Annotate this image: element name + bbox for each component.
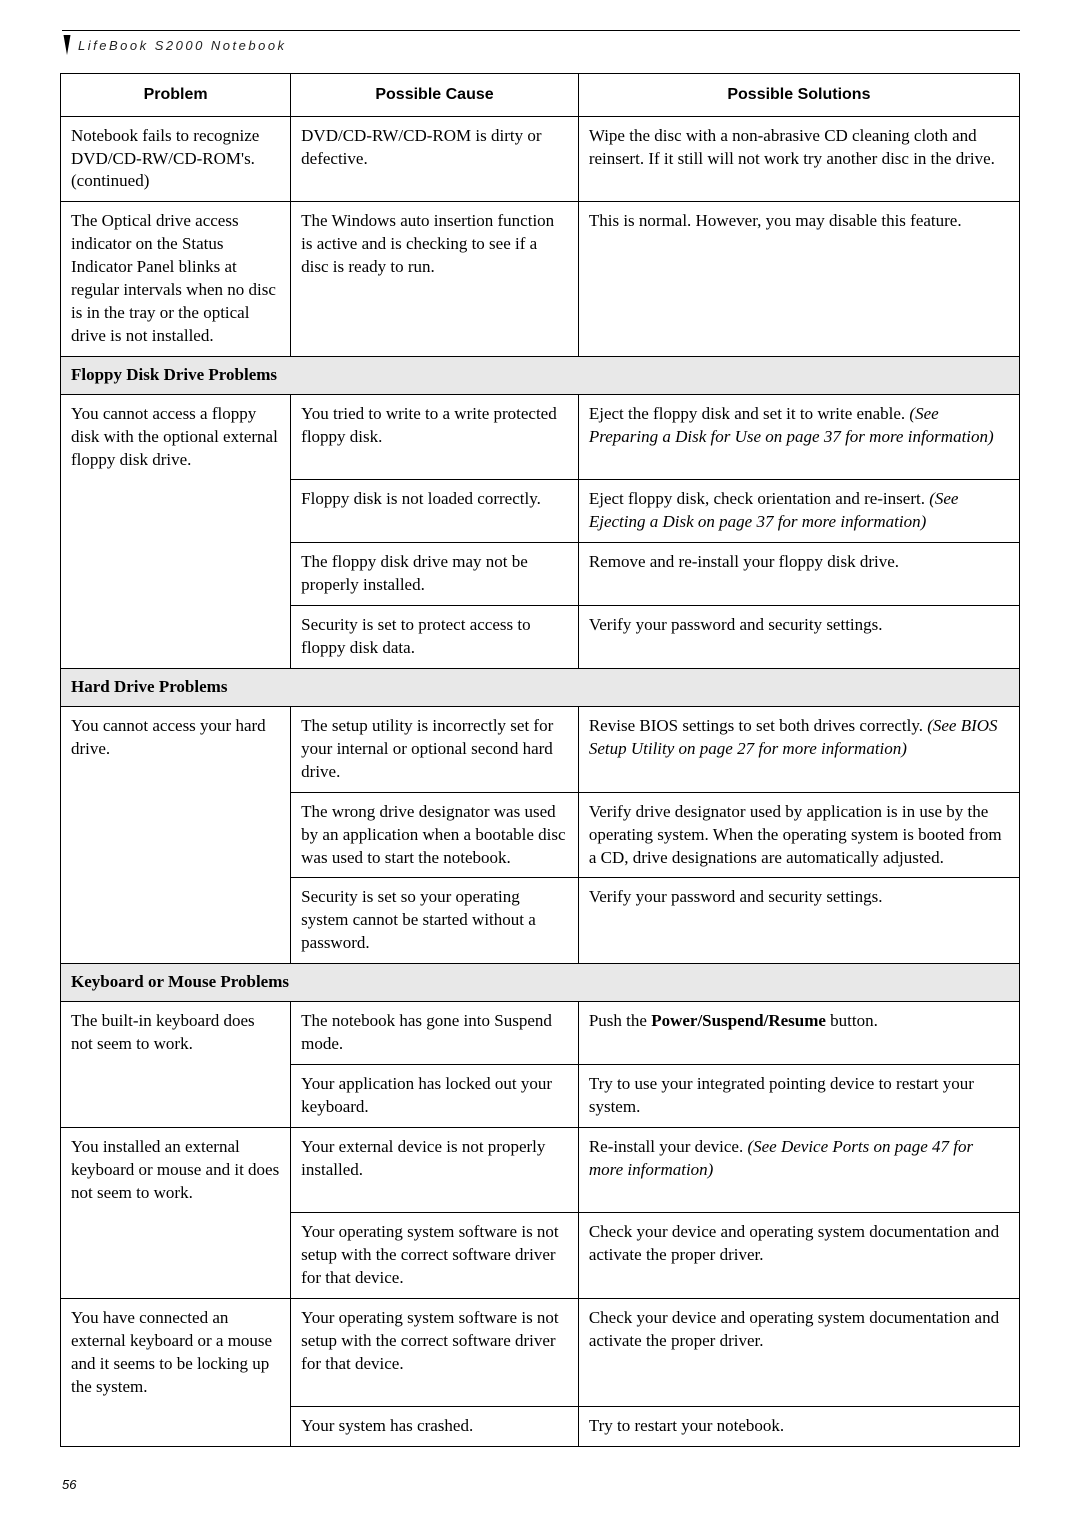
cell-solution: Verify drive designator used by applicat… [578, 792, 1019, 878]
cell-solution: Check your device and operating system d… [578, 1213, 1019, 1299]
table-row: Floppy disk is not loaded correctly. Eje… [61, 480, 1020, 543]
cell-solution: This is normal. However, you may disable… [578, 202, 1019, 357]
cell-cause: The wrong drive designator was used by a… [291, 792, 579, 878]
table-row: Security is set so your operating system… [61, 878, 1020, 964]
section-heading: Keyboard or Mouse Problems [61, 964, 1020, 1002]
cell-solution: Re-install your device. (See Device Port… [578, 1127, 1019, 1212]
section-floppy: Floppy Disk Drive Problems [61, 357, 1020, 395]
cell-solution: Remove and re-install your floppy disk d… [578, 543, 1019, 606]
table-row: Security is set to protect access to flo… [61, 606, 1020, 669]
header-title: LifeBook S2000 Notebook [78, 38, 287, 53]
cell-solution: Verify your password and security settin… [578, 878, 1019, 964]
cell-solution: Revise BIOS settings to set both drives … [578, 706, 1019, 792]
section-heading: Floppy Disk Drive Problems [61, 357, 1020, 395]
table-row: The wrong drive designator was used by a… [61, 792, 1020, 878]
solution-pre: Push the [589, 1011, 651, 1030]
header-marker-icon [64, 35, 71, 55]
cell-cause: Floppy disk is not loaded correctly. [291, 480, 579, 543]
col-cause: Possible Cause [291, 74, 579, 117]
cell-cause: Your application has locked out your key… [291, 1065, 579, 1128]
cell-solution: Wipe the disc with a non-abrasive CD cle… [578, 116, 1019, 202]
cell-cause: Your system has crashed. [291, 1407, 579, 1447]
cell-cause: The floppy disk drive may not be properl… [291, 543, 579, 606]
cell-solution: Try to restart your notebook. [578, 1407, 1019, 1447]
cell-problem: You cannot access a floppy disk with the… [61, 394, 291, 479]
cell-solution: Check your device and operating system d… [578, 1299, 1019, 1407]
cell-problem: You cannot access your hard drive. [61, 706, 291, 792]
cell-cause: Security is set to protect access to flo… [291, 606, 579, 669]
table-row: The floppy disk drive may not be properl… [61, 543, 1020, 606]
cell-cause: The setup utility is incorrectly set for… [291, 706, 579, 792]
table-row: Your operating system software is not se… [61, 1213, 1020, 1299]
cell-problem-cont [61, 606, 291, 669]
cell-problem: You have connected an external keyboard … [61, 1299, 291, 1407]
troubleshooting-table: Problem Possible Cause Possible Solution… [60, 73, 1020, 1447]
cell-problem-cont [61, 543, 291, 606]
cell-cause: You tried to write to a write protected … [291, 394, 579, 479]
solution-text: Eject floppy disk, check orientation and… [589, 489, 929, 508]
solution-post: button. [826, 1011, 878, 1030]
cell-cause: Your operating system software is not se… [291, 1213, 579, 1299]
solution-text: Re-install your device. [589, 1137, 748, 1156]
cell-cause: The Windows auto insertion function is a… [291, 202, 579, 357]
table-row: Notebook fails to recognize DVD/CD-RW/CD… [61, 116, 1020, 202]
page-header: LifeBook S2000 Notebook [62, 35, 1020, 55]
section-keyboard: Keyboard or Mouse Problems [61, 964, 1020, 1002]
solution-bold: Power/Suspend/Resume [651, 1011, 826, 1030]
table-row: You cannot access a floppy disk with the… [61, 394, 1020, 479]
page-container: LifeBook S2000 Notebook Problem Possible… [0, 0, 1080, 1532]
cell-problem-cont [61, 792, 291, 878]
table-row: Your system has crashed. Try to restart … [61, 1407, 1020, 1447]
cell-cause: Your operating system software is not se… [291, 1299, 579, 1407]
cell-solution: Push the Power/Suspend/Resume button. [578, 1002, 1019, 1065]
cell-problem-cont [61, 480, 291, 543]
cell-cause: Security is set so your operating system… [291, 878, 579, 964]
cell-solution: Eject floppy disk, check orientation and… [578, 480, 1019, 543]
cell-solution: Verify your password and security settin… [578, 606, 1019, 669]
cell-problem-cont [61, 1213, 291, 1299]
solution-text: Revise BIOS settings to set both drives … [589, 716, 927, 735]
table-row: The built-in keyboard does not seem to w… [61, 1002, 1020, 1065]
col-solutions: Possible Solutions [578, 74, 1019, 117]
table-row: The Optical drive access indicator on th… [61, 202, 1020, 357]
header-rule [62, 30, 1020, 31]
cell-problem: You installed an external keyboard or mo… [61, 1127, 291, 1212]
cell-cause: The notebook has gone into Suspend mode. [291, 1002, 579, 1065]
section-hard-drive: Hard Drive Problems [61, 668, 1020, 706]
cell-problem-cont [61, 1065, 291, 1128]
solution-text: Eject the floppy disk and set it to writ… [589, 404, 910, 423]
cell-cause: DVD/CD-RW/CD-ROM is dirty or defective. [291, 116, 579, 202]
cell-solution: Eject the floppy disk and set it to writ… [578, 394, 1019, 479]
table-row: You cannot access your hard drive. The s… [61, 706, 1020, 792]
table-header-row: Problem Possible Cause Possible Solution… [61, 74, 1020, 117]
cell-cause: Your external device is not properly ins… [291, 1127, 579, 1212]
cell-problem-cont [61, 878, 291, 964]
cell-problem: The Optical drive access indicator on th… [61, 202, 291, 357]
cell-solution: Try to use your integrated pointing devi… [578, 1065, 1019, 1128]
cell-problem-cont [61, 1407, 291, 1447]
cell-problem: Notebook fails to recognize DVD/CD-RW/CD… [61, 116, 291, 202]
table-row: You have connected an external keyboard … [61, 1299, 1020, 1407]
section-heading: Hard Drive Problems [61, 668, 1020, 706]
table-row: Your application has locked out your key… [61, 1065, 1020, 1128]
page-number: 56 [62, 1477, 1020, 1492]
table-row: You installed an external keyboard or mo… [61, 1127, 1020, 1212]
cell-problem: The built-in keyboard does not seem to w… [61, 1002, 291, 1065]
col-problem: Problem [61, 74, 291, 117]
